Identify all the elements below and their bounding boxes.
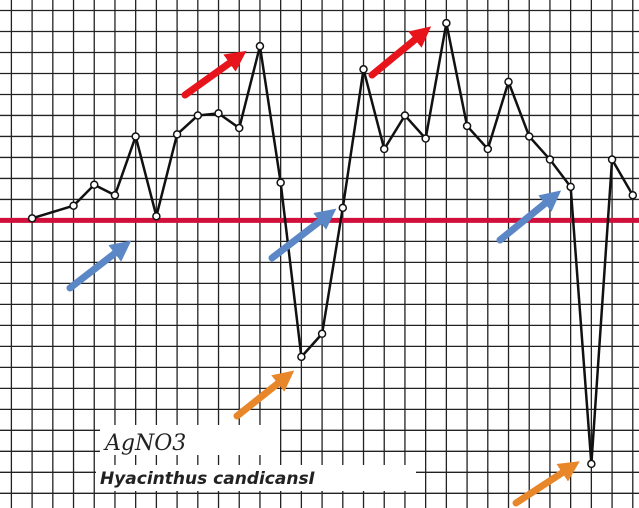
arrow — [268, 208, 337, 262]
data-point — [421, 134, 430, 143]
data-point — [193, 111, 203, 120]
data-point — [255, 41, 265, 51]
data-point — [442, 18, 451, 28]
data-point — [152, 211, 161, 221]
data-point — [214, 109, 223, 118]
data-point — [483, 144, 493, 154]
label-bg — [100, 425, 280, 455]
data-point — [566, 182, 575, 192]
arrow — [512, 461, 580, 507]
data-point — [545, 155, 555, 164]
data-point — [462, 121, 472, 131]
data-point — [359, 65, 368, 74]
arrow — [181, 50, 247, 99]
data-point — [27, 214, 37, 223]
arrow — [496, 190, 562, 244]
data-point — [297, 352, 306, 362]
data-point — [400, 111, 410, 120]
data-point — [276, 178, 285, 187]
data-point — [607, 155, 617, 164]
data-point — [628, 190, 638, 200]
data-point — [504, 77, 513, 87]
annotation: AgNO3 — [103, 431, 186, 456]
data-point — [524, 132, 534, 141]
data-point — [131, 132, 140, 141]
data-point — [172, 130, 182, 139]
data-line — [31, 21, 634, 466]
plot — [0, 18, 639, 469]
arrows — [66, 26, 580, 507]
data-point — [317, 329, 327, 339]
arrow — [66, 240, 132, 292]
data-point — [110, 190, 120, 200]
data-point — [338, 203, 348, 213]
data-point — [89, 180, 99, 189]
annotation: Hyacinthus candicansI — [100, 469, 315, 489]
arrow — [368, 26, 432, 79]
data-point — [587, 459, 596, 469]
data-point — [234, 123, 244, 133]
label-bg — [96, 465, 416, 491]
data-point — [379, 144, 389, 154]
data-point — [69, 201, 78, 210]
arrow — [233, 370, 295, 420]
